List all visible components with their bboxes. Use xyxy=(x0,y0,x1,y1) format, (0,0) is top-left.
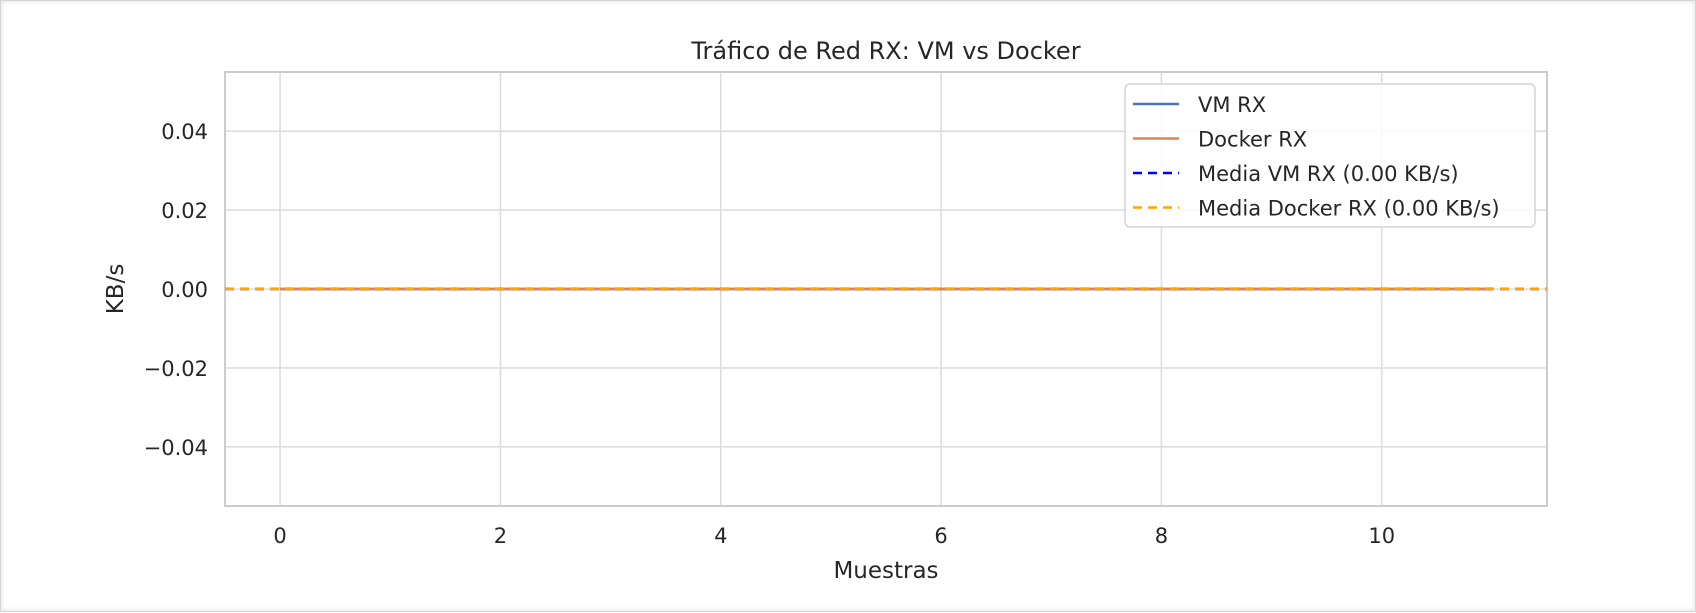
x-tick-label: 10 xyxy=(1368,524,1395,548)
legend-box xyxy=(1124,83,1536,228)
y-tick-label: −0.04 xyxy=(144,436,208,460)
y-tick-label: 0.00 xyxy=(161,278,208,302)
x-tick-label: 2 xyxy=(494,524,507,548)
legend-label: VM RX xyxy=(1198,93,1266,117)
y-axis-label: KB/s xyxy=(103,264,129,315)
y-tick-label: −0.02 xyxy=(144,357,208,381)
x-tick-label: 8 xyxy=(1155,524,1168,548)
x-tick-label: 4 xyxy=(714,524,727,548)
x-tick-label: 6 xyxy=(934,524,947,548)
x-ticks: 0 2 4 6 8 10 xyxy=(273,524,1395,548)
legend-label: Docker RX xyxy=(1198,128,1307,152)
x-tick-label: 0 xyxy=(273,524,286,548)
y-tick-label: 0.02 xyxy=(161,199,208,223)
chart-title: Tráfico de Red RX: VM vs Docker xyxy=(690,37,1080,65)
y-ticks: −0.04 −0.02 0.00 0.02 0.04 xyxy=(144,120,208,460)
legend-label: Media VM RX (0.00 KB/s) xyxy=(1198,162,1459,186)
y-tick-label: 0.04 xyxy=(161,120,208,144)
x-axis-label: Muestras xyxy=(833,558,938,584)
legend-label: Media Docker RX (0.00 KB/s) xyxy=(1198,197,1500,221)
legend: VM RX Docker RX Media VM RX (0.00 KB/s) Med… xyxy=(1124,83,1536,228)
